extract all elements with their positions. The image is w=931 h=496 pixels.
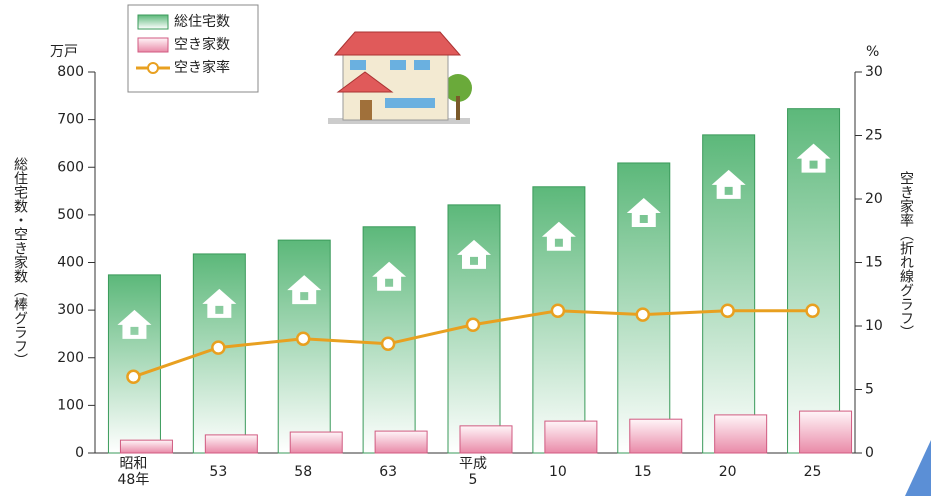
x-tick-label: 25 <box>804 464 822 480</box>
y-tick-label: 400 <box>57 255 84 271</box>
legend-swatch <box>137 37 169 53</box>
y-tick-label: 800 <box>57 64 84 80</box>
house-icon <box>796 143 831 173</box>
house-icon <box>372 261 407 291</box>
legend-label: 総住宅数 <box>174 14 230 30</box>
x-tick-label: 平成 5 <box>459 456 487 488</box>
line-marker <box>380 336 396 352</box>
line-marker <box>465 317 481 332</box>
y-tick-label: 300 <box>57 302 84 318</box>
bar <box>714 414 768 454</box>
bar <box>702 134 756 454</box>
y-tick-label: 600 <box>57 159 84 175</box>
house-icon <box>711 169 746 199</box>
y-tick-label: 500 <box>57 207 84 223</box>
x-tick-label: 昭和 48年 <box>118 456 150 488</box>
corner-decoration <box>905 440 931 496</box>
x-tick-label: 63 <box>379 464 397 480</box>
x-tick-label: 58 <box>294 464 312 480</box>
bar <box>544 420 598 454</box>
y-unit: 万戸 <box>50 44 78 60</box>
y2-unit: % <box>866 44 879 60</box>
line-marker <box>635 307 651 322</box>
legend-swatch <box>147 62 159 74</box>
bar <box>107 274 161 454</box>
house-icon <box>202 288 237 318</box>
x-tick-label: 15 <box>634 464 652 480</box>
line-marker <box>805 303 820 319</box>
y-axis-title: 総住宅数・空き家数（棒グラフ） <box>12 157 28 367</box>
y-tick-label: 700 <box>57 112 84 128</box>
house-icon <box>457 239 491 269</box>
legend-swatch <box>137 14 169 30</box>
x-tick-label: 20 <box>719 464 737 480</box>
y2-tick-label: 20 <box>865 191 883 207</box>
bar <box>119 439 173 454</box>
y-tick-label: 100 <box>57 397 84 413</box>
y2-tick-label: 0 <box>865 445 874 461</box>
line-marker <box>211 340 226 355</box>
y2-tick-label: 15 <box>865 255 883 271</box>
line-marker <box>295 331 311 346</box>
house-icon <box>626 197 661 227</box>
bar <box>459 425 513 454</box>
x-tick-label: 10 <box>549 464 567 480</box>
bar <box>787 108 841 454</box>
legend-label: 空き家率 <box>174 59 230 76</box>
bar <box>629 418 683 454</box>
y2-axis-title: 空き家率（折れ線グラフ） <box>898 171 914 339</box>
y2-tick-label: 25 <box>865 128 883 144</box>
y-tick-label: 200 <box>57 350 84 366</box>
house-illustration <box>328 31 472 124</box>
line-marker <box>126 369 141 385</box>
bar <box>799 410 853 454</box>
bar <box>277 239 331 454</box>
house-icon <box>117 309 152 339</box>
y-tick-label: 0 <box>75 445 84 461</box>
bar <box>374 430 428 454</box>
y2-tick-label: 30 <box>865 64 883 80</box>
line-marker <box>720 303 735 319</box>
house-icon <box>287 275 322 305</box>
bar <box>204 434 258 454</box>
house-icon <box>541 221 576 251</box>
line-marker <box>550 303 566 319</box>
bar <box>289 431 343 454</box>
y2-tick-label: 10 <box>865 318 883 334</box>
legend-label: 空き家数 <box>174 36 230 53</box>
x-tick-label: 53 <box>209 464 227 480</box>
y2-tick-label: 5 <box>865 382 874 398</box>
